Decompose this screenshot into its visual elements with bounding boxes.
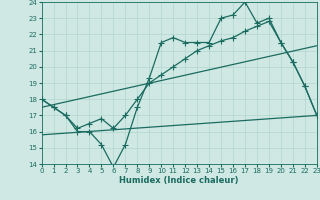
X-axis label: Humidex (Indice chaleur): Humidex (Indice chaleur) [119, 176, 239, 185]
